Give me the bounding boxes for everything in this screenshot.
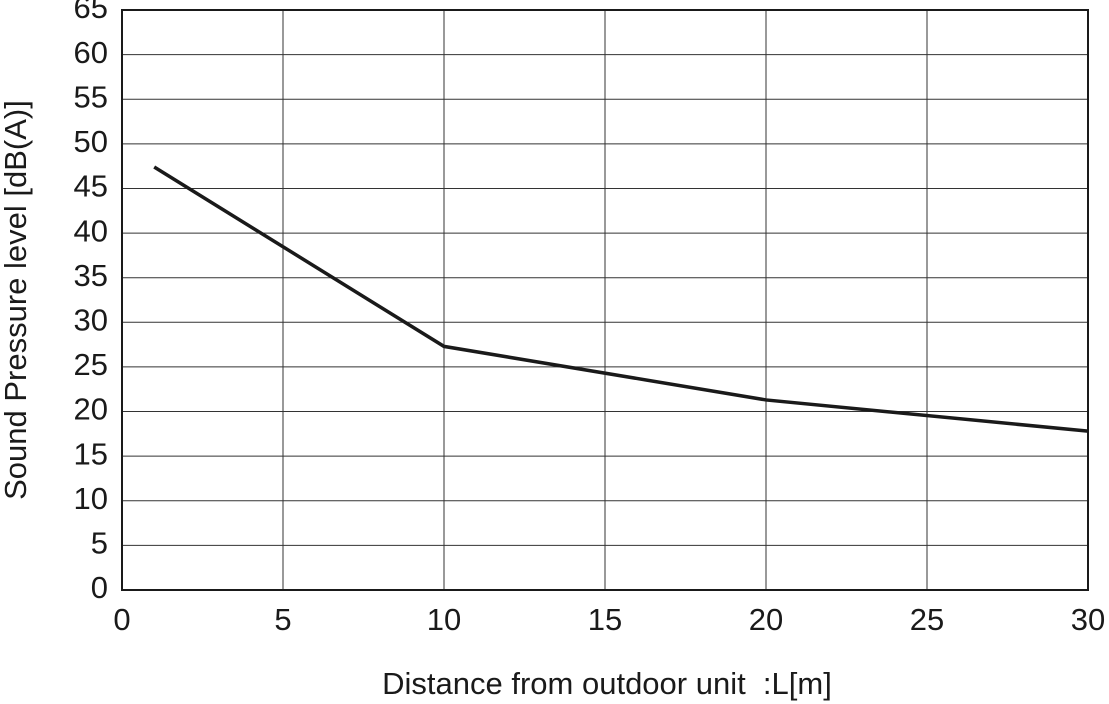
x-axis-label: Distance from outdoor unit :L[m]: [382, 666, 832, 701]
x-tick-label: 20: [749, 602, 783, 637]
y-tick-label: 0: [91, 570, 108, 605]
x-tick-label: 30: [1071, 602, 1105, 637]
y-tick-label: 35: [74, 258, 108, 293]
y-axis-label: Sound Pressure level [dB(A)]: [0, 100, 33, 500]
data-line: [153, 165, 1089, 433]
y-tick-label: 65: [74, 0, 108, 25]
y-tick-label: 10: [74, 481, 108, 516]
y-tick-label: 30: [74, 302, 108, 337]
y-tick-label: 15: [74, 436, 108, 471]
y-tick-label: 5: [91, 526, 108, 561]
y-tick-label: 50: [74, 124, 108, 159]
x-tick-label: 15: [588, 602, 622, 637]
x-tick-label: 5: [274, 602, 291, 637]
y-tick-label: 20: [74, 392, 108, 427]
y-tick-label: 25: [74, 347, 108, 382]
x-tick-label: 25: [910, 602, 944, 637]
y-tick-label: 45: [74, 169, 108, 204]
y-tick-label: 60: [74, 35, 108, 70]
y-tick-label: 40: [74, 213, 108, 248]
plot-frame: [121, 9, 1089, 591]
y-tick-label: 55: [74, 79, 108, 114]
x-tick-label: 0: [113, 602, 130, 637]
x-tick-label: 10: [427, 602, 461, 637]
